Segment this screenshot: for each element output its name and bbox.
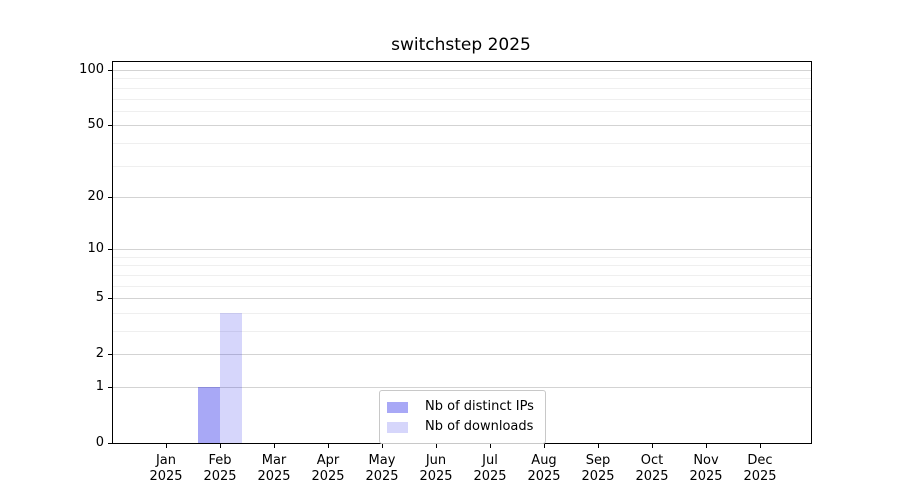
x-tick-year: 2025 [311,469,345,484]
y-gridline-minor [113,165,811,167]
legend-label-distinct-ips: Nb of distinct IPs [425,399,534,414]
x-tick-label: Nov 2025 [674,453,738,485]
y-gridline-major [113,196,811,198]
x-tick-label: May 2025 [350,453,414,485]
y-gridline-major [113,298,811,300]
legend-swatch-distinct-ips [387,401,408,413]
y-gridline-minor [113,98,811,100]
x-tick-label: Feb 2025 [188,453,252,485]
x-tick-year: 2025 [581,469,615,484]
y-gridline-minor [113,87,811,89]
x-tick-month: Aug [531,453,557,468]
y-tick-label: 100 [79,62,104,77]
x-tick-mark [652,444,653,448]
x-tick-year: 2025 [527,469,561,484]
y-gridline-minor [113,312,811,314]
y-tick-mark [108,196,112,198]
y-gridline-minor [113,274,811,276]
x-tick-mark [220,444,221,448]
x-tick-label: Jul 2025 [458,453,522,485]
y-tick-label: 1 [95,379,104,394]
x-tick-year: 2025 [635,469,669,484]
y-gridline-major [113,70,811,71]
x-tick-year: 2025 [203,469,237,484]
x-tick-mark [166,444,167,448]
y-gridline-major [113,354,811,356]
x-tick-mark [274,444,275,448]
x-tick-year: 2025 [365,469,399,484]
y-gridline-minor [113,78,811,80]
y-gridline-minor [113,331,811,332]
x-tick-year: 2025 [419,469,453,484]
x-tick-label: Mar 2025 [242,453,306,485]
x-tick-month: Dec [747,453,773,468]
bar-downloads [220,312,242,443]
x-tick-label: Jan 2025 [134,453,198,485]
y-gridline-minor [113,256,811,258]
y-tick-label: 50 [87,117,104,133]
y-tick-label: 0 [95,435,104,450]
y-tick-mark [108,70,112,71]
x-tick-mark [598,444,599,448]
x-tick-month: Feb [208,453,232,468]
y-tick-label: 5 [95,290,104,306]
x-tick-year: 2025 [743,469,777,484]
x-tick-year: 2025 [689,469,723,484]
y-gridline-minor [113,142,811,144]
x-tick-label: Apr 2025 [296,453,360,485]
x-tick-label: Jun 2025 [404,453,468,485]
bar-distinct-ips [198,387,220,443]
x-tick-mark [382,444,383,448]
x-tick-month: Jun [425,453,447,468]
x-tick-month: May [368,453,396,468]
x-tick-month: Jan [155,453,177,468]
y-tick-mark [108,443,112,444]
x-tick-label: Dec 2025 [728,453,792,485]
y-tick-label: 2 [95,346,104,362]
x-tick-mark [328,444,329,448]
y-tick-mark [108,125,112,127]
x-tick-label: Sep 2025 [566,453,630,485]
x-tick-month: Apr [316,453,340,468]
y-tick-mark [108,354,112,356]
x-tick-month: Nov [693,453,719,468]
x-tick-year: 2025 [473,469,507,484]
x-tick-month: Sep [585,453,611,468]
x-tick-month: Mar [261,453,287,468]
y-tick-mark [108,387,112,388]
x-tick-mark [760,444,761,448]
plot-area: 0 1 2 5 10 20 50 100 Jan 2025 Feb 2025 Mar 2025 Apr 202… [79,61,812,484]
x-tick-mark [490,444,491,448]
y-tick-label: 10 [87,241,104,257]
y-gridline-minor [113,285,811,287]
x-tick-year: 2025 [257,469,291,484]
x-tick-label: Aug 2025 [512,453,576,485]
x-tick-month: Jul [482,453,498,468]
legend: Nb of distinct IPs Nb of downloads [379,390,546,444]
legend-label-downloads: Nb of downloads [425,419,534,434]
y-gridline-major [113,125,811,127]
x-tick-mark [544,444,545,448]
x-tick-mark [706,444,707,448]
x-tick-year: 2025 [149,469,183,484]
y-tick-label: 20 [87,188,104,204]
x-tick-month: Oct [640,453,664,468]
legend-item-distinct-ips: Nb of distinct IPs [387,397,534,417]
y-gridline-minor [113,110,811,112]
y-gridline-major [113,249,811,251]
y-tick-mark [108,298,112,300]
x-tick-mark [436,444,437,448]
y-gridline-minor [113,265,811,267]
legend-item-downloads: Nb of downloads [387,417,534,437]
chart-title: switchstep 2025 [391,35,531,55]
y-gridline-major [113,387,811,388]
x-tick-label: Oct 2025 [620,453,684,485]
legend-swatch-downloads [387,421,408,433]
y-tick-mark [108,249,112,251]
